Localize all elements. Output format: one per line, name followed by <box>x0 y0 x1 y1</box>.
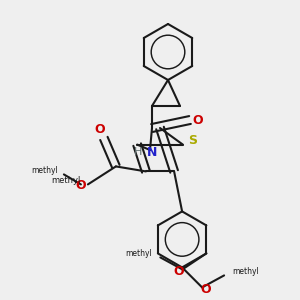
Text: methyl: methyl <box>126 249 152 258</box>
Text: O: O <box>94 123 105 136</box>
Text: O: O <box>193 113 203 127</box>
Text: methyl: methyl <box>31 166 58 175</box>
Text: N: N <box>147 146 157 158</box>
Text: O: O <box>173 265 184 278</box>
Text: O: O <box>76 179 86 192</box>
Text: methyl: methyl <box>51 176 81 185</box>
Text: O: O <box>201 283 212 296</box>
Text: H: H <box>134 147 142 157</box>
Text: S: S <box>188 134 197 147</box>
Text: methyl: methyl <box>232 267 259 276</box>
